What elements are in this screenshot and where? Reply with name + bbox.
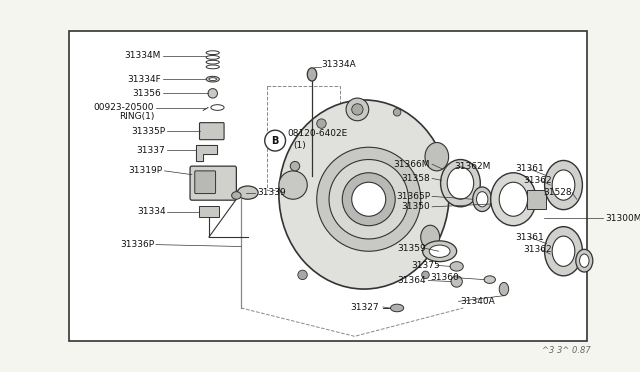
Circle shape (265, 130, 285, 151)
Bar (527, 190, 545, 209)
Ellipse shape (420, 225, 440, 249)
Ellipse shape (422, 241, 457, 262)
Ellipse shape (580, 254, 589, 267)
Text: 31340A: 31340A (460, 297, 495, 306)
Text: 31334F: 31334F (127, 75, 161, 84)
Text: 31300M: 31300M (605, 214, 640, 223)
Text: 31334M: 31334M (124, 51, 161, 60)
Text: 31319P: 31319P (129, 166, 163, 175)
Ellipse shape (307, 68, 317, 81)
Ellipse shape (473, 187, 492, 212)
Ellipse shape (545, 160, 582, 210)
Ellipse shape (209, 78, 216, 81)
Text: 31334A: 31334A (321, 61, 356, 70)
Text: 31360: 31360 (430, 273, 459, 282)
Ellipse shape (552, 170, 575, 200)
Ellipse shape (552, 236, 575, 266)
Ellipse shape (279, 100, 449, 289)
Text: 31327: 31327 (350, 302, 378, 311)
Ellipse shape (499, 282, 509, 296)
Circle shape (279, 171, 307, 199)
Text: 31366M: 31366M (394, 160, 430, 169)
Circle shape (291, 161, 300, 171)
Text: 31364: 31364 (397, 276, 426, 285)
Text: 31336P: 31336P (120, 240, 154, 249)
Text: 31350: 31350 (401, 202, 430, 211)
Ellipse shape (429, 245, 450, 257)
Ellipse shape (440, 160, 480, 207)
Circle shape (342, 173, 396, 226)
FancyBboxPatch shape (200, 123, 224, 140)
Circle shape (422, 271, 429, 279)
Text: 31356: 31356 (132, 89, 161, 98)
Text: 31361: 31361 (515, 164, 544, 173)
Text: ^3 3^ 0.87: ^3 3^ 0.87 (542, 346, 591, 355)
Circle shape (208, 89, 218, 98)
Ellipse shape (477, 192, 488, 207)
Bar (69, 31, 587, 341)
Text: 31339: 31339 (257, 188, 286, 197)
Text: 31362M: 31362M (454, 162, 490, 171)
Ellipse shape (447, 167, 474, 199)
Text: 31334: 31334 (137, 207, 166, 216)
Ellipse shape (484, 276, 495, 283)
Ellipse shape (450, 262, 463, 271)
Text: RING(1): RING(1) (119, 112, 154, 122)
Ellipse shape (499, 182, 527, 216)
Text: 00923-20500: 00923-20500 (93, 103, 154, 112)
Text: B: B (271, 136, 279, 145)
Text: 31362: 31362 (523, 245, 552, 254)
Circle shape (451, 276, 462, 287)
Circle shape (317, 119, 326, 128)
Ellipse shape (545, 227, 582, 276)
Circle shape (352, 104, 363, 115)
Ellipse shape (491, 173, 536, 226)
Text: 31359: 31359 (397, 244, 426, 253)
Bar (198, 206, 220, 217)
Circle shape (298, 270, 307, 280)
Text: (1): (1) (293, 141, 306, 150)
Circle shape (317, 147, 420, 251)
FancyBboxPatch shape (190, 166, 236, 200)
Text: 31335P: 31335P (131, 126, 166, 136)
Polygon shape (196, 145, 218, 161)
Text: 08120-6402E: 08120-6402E (287, 129, 348, 138)
Text: 31361: 31361 (515, 232, 544, 241)
Text: 31375: 31375 (412, 261, 440, 270)
Text: 31358: 31358 (401, 174, 430, 183)
Ellipse shape (425, 142, 449, 171)
Ellipse shape (206, 76, 220, 82)
Circle shape (352, 182, 386, 216)
Bar (267, 86, 340, 190)
Ellipse shape (576, 249, 593, 272)
FancyBboxPatch shape (195, 171, 216, 193)
Circle shape (329, 160, 408, 239)
Ellipse shape (390, 304, 404, 312)
Ellipse shape (237, 186, 258, 199)
Text: 31365P: 31365P (396, 192, 430, 201)
Text: 31337: 31337 (137, 145, 166, 155)
Text: 31528: 31528 (543, 188, 572, 197)
Text: 31362: 31362 (523, 176, 552, 185)
Ellipse shape (232, 192, 241, 199)
Circle shape (394, 109, 401, 116)
Circle shape (346, 98, 369, 121)
